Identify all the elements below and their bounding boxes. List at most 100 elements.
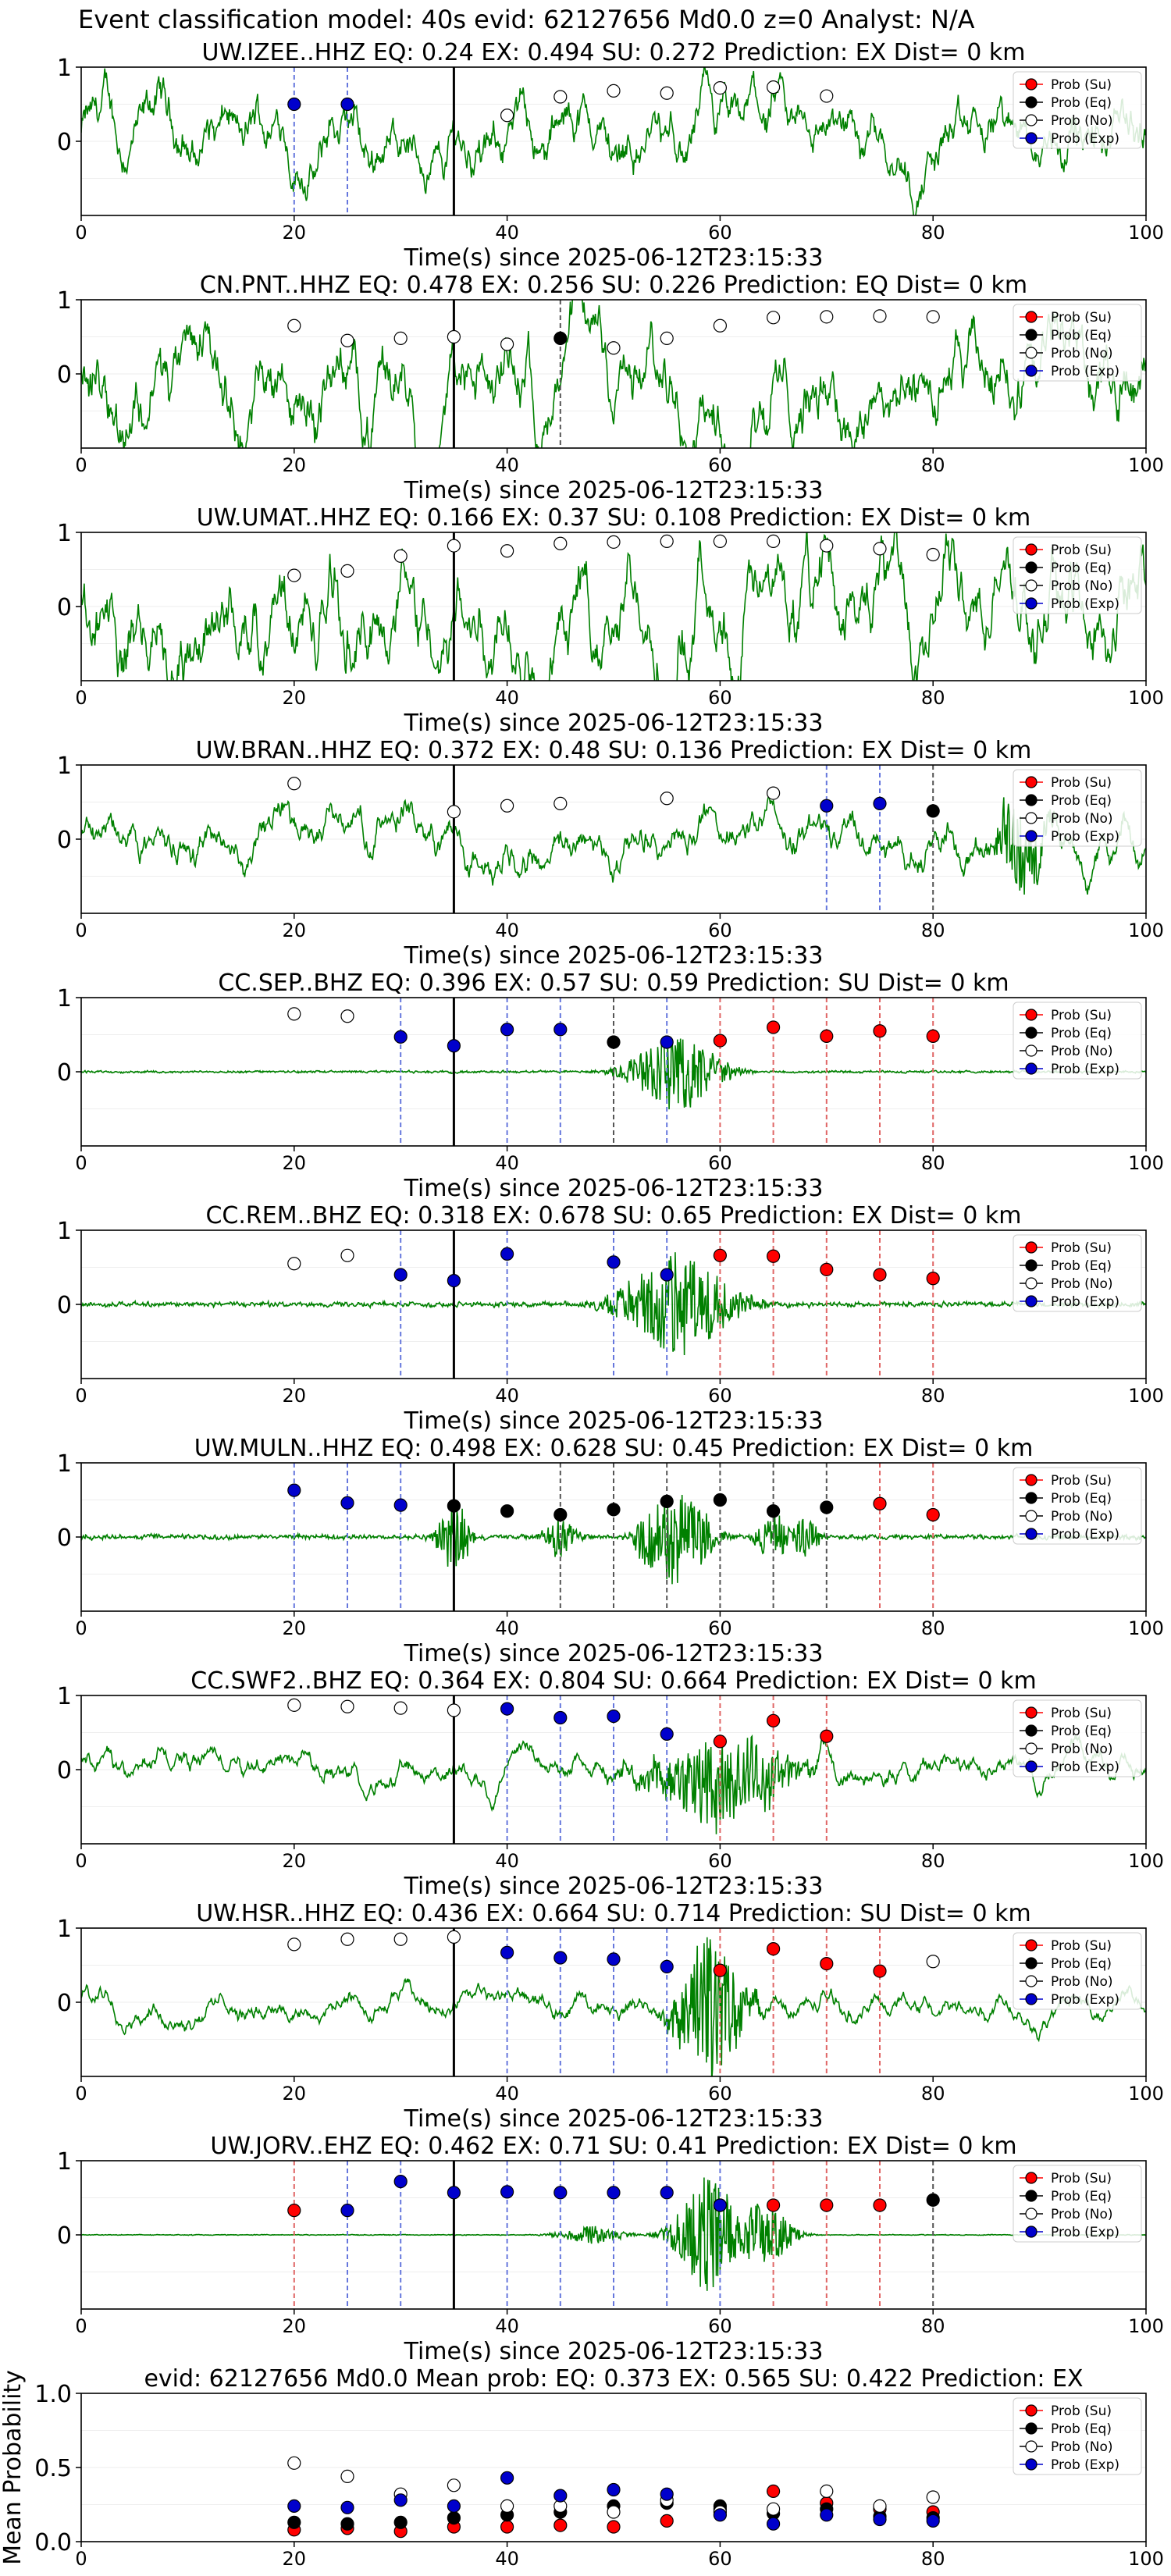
legend-label: Prob (Su) xyxy=(1051,310,1112,326)
x-tick-label: 20 xyxy=(283,1385,307,1407)
x-tick-label: 80 xyxy=(921,1617,945,1639)
legend-label: Prob (No) xyxy=(1051,2439,1113,2455)
prob-point-su xyxy=(766,1020,781,1034)
plot-area xyxy=(81,1230,1146,1379)
legend-marker-eq xyxy=(1025,1026,1038,1039)
legend-marker-su xyxy=(1025,1241,1038,1254)
legend-marker-exp xyxy=(1025,1760,1038,1773)
x-tick-label: 100 xyxy=(1128,222,1164,244)
legend-box xyxy=(1013,1234,1142,1312)
legend-label: Prob (Eq) xyxy=(1051,793,1112,809)
legend: Prob (Su) Prob (Eq) Prob (No) Prob (Exp) xyxy=(1013,2397,1142,2475)
mean-point-no xyxy=(766,2502,781,2516)
legend: Prob (Su) Prob (Eq) Prob (No) Prob (Exp) xyxy=(1013,769,1142,847)
prob-point-eq xyxy=(553,331,568,345)
legend-label: Prob (Exp) xyxy=(1051,1759,1119,1775)
x-tick-label: 0 xyxy=(75,1385,87,1407)
y-tick-label: 0 xyxy=(57,1757,72,1784)
prob-point-no xyxy=(287,1257,301,1271)
x-tick-label: 20 xyxy=(283,1617,307,1639)
y-tick-label: 1 xyxy=(57,985,72,1012)
legend-marker-eq xyxy=(1025,2422,1038,2435)
x-tick-label: 80 xyxy=(921,1850,945,1872)
legend-label: Prob (Eq) xyxy=(1051,1956,1112,1972)
x-tick-label: 40 xyxy=(495,2083,519,2105)
panel-title: UW.UMAT..HHZ EQ: 0.166 EX: 0.37 SU: 0.10… xyxy=(197,504,1030,532)
prob-point-no xyxy=(713,318,728,333)
legend-marker-exp xyxy=(1025,1062,1038,1075)
prob-point-su xyxy=(713,1034,728,1048)
y-tick-label: 1 xyxy=(57,1916,72,1943)
prob-point-su xyxy=(873,1964,887,1978)
panel-1: CN.PNT..HHZ EQ: 0.478 EX: 0.256 SU: 0.22… xyxy=(57,272,1164,504)
x-tick-label: 80 xyxy=(921,2548,945,2570)
prob-point-exp xyxy=(340,97,354,112)
prob-point-exp xyxy=(500,1945,514,1959)
prob-point-exp xyxy=(393,2175,408,2189)
panel-8: UW.HSR..HHZ EQ: 0.436 EX: 0.664 SU: 0.71… xyxy=(57,1900,1164,2133)
prob-point-no xyxy=(820,539,834,553)
legend-label: Prob (No) xyxy=(1051,1276,1113,1292)
mean-point-eq xyxy=(340,2517,354,2531)
x-axis-label: Time(s) since 2025-06-12T23:15:33 xyxy=(404,244,824,272)
x-tick-label: 0 xyxy=(75,687,87,709)
prob-point-no xyxy=(340,1248,354,1262)
mean-point-exp xyxy=(287,2499,301,2513)
mean-point-exp xyxy=(873,2512,887,2527)
x-tick-label: 40 xyxy=(495,1850,519,1872)
prob-point-exp xyxy=(553,1023,568,1037)
legend-marker-su xyxy=(1025,78,1038,91)
prob-point-eq xyxy=(607,1035,621,1049)
x-tick-label: 40 xyxy=(495,2548,519,2570)
prob-point-no xyxy=(340,1009,354,1023)
panel-title: UW.JORV..EHZ EQ: 0.462 EX: 0.71 SU: 0.41… xyxy=(210,2133,1016,2160)
x-tick-label: 80 xyxy=(921,687,945,709)
mean-point-su xyxy=(553,2518,568,2532)
prob-point-no xyxy=(287,568,301,582)
prob-point-exp xyxy=(447,1273,461,1288)
prob-point-su xyxy=(713,1735,728,1749)
mean-point-no xyxy=(926,2490,940,2504)
prob-point-no xyxy=(447,1930,461,1944)
prob-point-no xyxy=(660,86,674,100)
y-tick-label: 0 xyxy=(57,1990,72,2017)
legend-box xyxy=(1013,2397,1142,2475)
legend-marker-su xyxy=(1025,1474,1038,1486)
y-tick-label: 0 xyxy=(57,129,72,156)
prob-point-no xyxy=(553,536,568,550)
legend-label: Prob (No) xyxy=(1051,346,1113,361)
panel-title: CC.SWF2..BHZ EQ: 0.364 EX: 0.804 SU: 0.6… xyxy=(190,1667,1037,1695)
waveform xyxy=(81,67,1146,215)
panel-title: UW.BRAN..HHZ EQ: 0.372 EX: 0.48 SU: 0.13… xyxy=(196,737,1032,764)
prob-point-su xyxy=(766,2198,781,2212)
prob-point-no xyxy=(660,534,674,549)
x-tick-label: 60 xyxy=(708,2083,732,2105)
prob-point-no xyxy=(340,1932,354,1946)
x-tick-label: 20 xyxy=(283,222,307,244)
mean-point-su xyxy=(766,2484,781,2498)
plot-area xyxy=(81,532,1146,681)
prob-point-eq xyxy=(447,1499,461,1513)
x-tick-label: 100 xyxy=(1128,1152,1164,1174)
x-tick-label: 100 xyxy=(1128,920,1164,941)
x-tick-label: 60 xyxy=(708,1617,732,1639)
legend-marker-no xyxy=(1025,1510,1038,1522)
mean-point-no xyxy=(340,2469,354,2483)
legend-label: Prob (Exp) xyxy=(1051,1992,1119,2008)
legend-marker-eq xyxy=(1025,1492,1038,1504)
prob-point-exp xyxy=(500,1247,514,1261)
legend-label: Prob (No) xyxy=(1051,2207,1113,2222)
mean-point-exp xyxy=(926,2514,940,2528)
prob-point-no xyxy=(607,535,621,549)
prob-point-no xyxy=(660,331,674,345)
legend-marker-no xyxy=(1025,1742,1038,1755)
x-tick-label: 0 xyxy=(75,1617,87,1639)
prob-point-no xyxy=(500,799,514,813)
legend-marker-exp xyxy=(1025,597,1038,610)
prob-point-eq xyxy=(500,1504,514,1518)
x-tick-label: 80 xyxy=(921,2083,945,2105)
prob-point-no xyxy=(287,1698,301,1712)
x-tick-label: 60 xyxy=(708,687,732,709)
prob-point-exp xyxy=(393,1030,408,1044)
